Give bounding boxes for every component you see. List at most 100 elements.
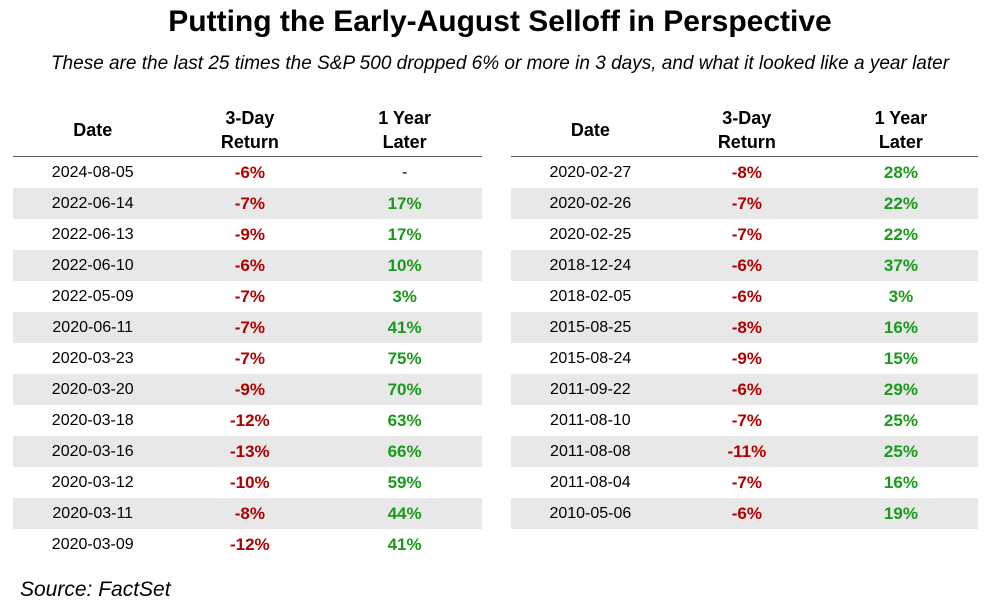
three-day-return-cell: -8%	[731, 317, 762, 337]
table-row: 2018-12-24 -6% 37%	[511, 250, 978, 281]
table-row: 2022-06-13 -9% 17%	[13, 219, 482, 250]
table-row: 2020-03-16 -13% 66%	[13, 436, 482, 467]
one-year-later-cell: 28%	[883, 162, 918, 182]
header-date: Date	[570, 120, 610, 140]
one-year-later-cell: 10%	[387, 255, 422, 275]
table-header: Date 3-Day Return 1 Year Later	[511, 104, 978, 157]
date-cell: 2020-06-11	[52, 318, 134, 336]
date-cell: 2020-03-09	[51, 535, 134, 553]
one-year-later-cell: 63%	[387, 410, 422, 430]
one-year-later-cell: 3%	[392, 286, 417, 306]
three-day-return-cell: -13%	[229, 441, 270, 461]
table-row: 2020-02-27 -8% 28%	[511, 157, 978, 188]
one-year-later-cell: 17%	[387, 224, 422, 244]
one-year-later-cell: 59%	[387, 472, 422, 492]
three-day-return-cell: -9%	[731, 348, 762, 368]
one-year-later-cell: 29%	[883, 379, 918, 399]
three-day-return-cell: -8%	[234, 503, 265, 523]
three-day-return-cell: -6%	[731, 379, 762, 399]
date-cell: 2011-08-10	[550, 411, 631, 429]
chart-subtitle: These are the last 25 times the S&P 500 …	[50, 53, 950, 74]
three-day-return-cell: -11%	[727, 441, 767, 461]
header-date: Date	[73, 120, 113, 140]
table-row: 2022-05-09 -7% 3%	[13, 281, 482, 312]
date-cell: 2011-09-22	[550, 380, 631, 398]
header-3-day-return: 3-Day Return	[717, 108, 776, 152]
three-day-return-cell: -7%	[234, 317, 265, 337]
three-day-return-cell: -7%	[731, 410, 762, 430]
one-year-later-cell: 70%	[387, 379, 422, 399]
table-row: 2020-03-20 -9% 70%	[13, 374, 482, 405]
date-cell: 2020-03-11	[52, 504, 134, 522]
date-cell: 2022-06-10	[51, 256, 134, 274]
three-day-return-cell: -7%	[234, 193, 265, 213]
date-cell: 2020-03-20	[51, 380, 134, 398]
one-year-later-cell: 19%	[883, 503, 918, 523]
one-year-later-cell: 25%	[883, 441, 918, 461]
one-year-later-cell: 41%	[387, 317, 422, 337]
three-day-return-cell: -6%	[731, 255, 762, 275]
date-cell: 2020-02-25	[549, 225, 632, 243]
table-row: 2020-03-11 -8% 44%	[13, 498, 482, 529]
one-year-later-cell: 75%	[387, 348, 422, 368]
table-row: 2022-06-10 -6% 10%	[13, 250, 482, 281]
date-cell: 2018-12-24	[549, 256, 632, 274]
three-day-return-cell: -7%	[731, 224, 762, 244]
table-row: 2010-05-06 -6% 19%	[511, 498, 978, 529]
three-day-return-cell: -6%	[731, 286, 762, 306]
one-year-later-cell: 15%	[883, 348, 918, 368]
date-cell: 2020-03-18	[51, 411, 134, 429]
three-day-return-cell: -9%	[234, 379, 265, 399]
three-day-return-cell: -6%	[234, 162, 265, 182]
one-year-later-cell: 44%	[387, 503, 422, 523]
table-row: 2024-08-05 -6% -	[13, 157, 482, 188]
table-right: Date 3-Day Return 1 Year Later 2020-02-27 -8% 2…	[511, 104, 978, 529]
table-row: 2020-03-18 -12% 63%	[13, 405, 482, 436]
date-cell: 2022-06-14	[51, 194, 134, 212]
chart-title: Putting the Early-August Selloff in Pers…	[168, 5, 832, 38]
one-year-later-cell: 16%	[883, 472, 918, 492]
three-day-return-cell: -7%	[234, 286, 265, 306]
table-row: 2011-08-10 -7% 25%	[511, 405, 978, 436]
one-year-later-cell: 41%	[387, 534, 422, 554]
date-cell: 2022-05-09	[51, 287, 134, 305]
date-cell: 2022-06-13	[51, 225, 134, 243]
three-day-return-cell: -6%	[731, 503, 762, 523]
date-cell: 2020-03-12	[51, 473, 134, 491]
header-3-day-return: 3-Day Return	[220, 108, 279, 152]
source-note: Source: FactSet	[20, 578, 171, 601]
date-cell: 2020-02-26	[549, 194, 632, 212]
date-cell: 2011-08-04	[550, 473, 631, 491]
table-row: 2020-02-26 -7% 22%	[511, 188, 978, 219]
table-row: 2022-06-14 -7% 17%	[13, 188, 482, 219]
table-row: 2020-03-23 -7% 75%	[13, 343, 482, 374]
date-cell: 2010-05-06	[549, 504, 632, 522]
three-day-return-cell: -8%	[731, 162, 762, 182]
three-day-return-cell: -10%	[229, 472, 270, 492]
date-cell: 2024-08-05	[51, 163, 134, 181]
one-year-later-cell: 25%	[883, 410, 918, 430]
header-1-year-later: 1 Year Later	[874, 108, 928, 152]
table-row: 2020-03-09 -12% 41%	[13, 529, 482, 560]
date-cell: 2015-08-25	[549, 318, 632, 336]
date-cell: 2015-08-24	[549, 349, 632, 367]
table-row: 2020-02-25 -7% 22%	[511, 219, 978, 250]
date-cell: 2018-02-05	[549, 287, 632, 305]
one-year-later-cell: 16%	[883, 317, 918, 337]
one-year-later-cell: -	[401, 163, 408, 181]
table-row: 2015-08-24 -9% 15%	[511, 343, 978, 374]
table-left: Date 3-Day Return 1 Year Later 2024-08-05 -6% -…	[13, 104, 482, 560]
table-row: 2011-08-08 -11% 25%	[511, 436, 978, 467]
date-cell: 2020-02-27	[549, 163, 632, 181]
three-day-return-cell: -6%	[234, 255, 265, 275]
date-cell: 2011-08-08	[550, 442, 631, 460]
one-year-later-cell: 22%	[883, 224, 918, 244]
one-year-later-cell: 37%	[883, 255, 918, 275]
one-year-later-cell: 17%	[387, 193, 422, 213]
three-day-return-cell: -7%	[731, 193, 762, 213]
table-row: 2018-02-05 -6% 3%	[511, 281, 978, 312]
table-row: 2020-06-11 -7% 41%	[13, 312, 482, 343]
table-row: 2011-08-04 -7% 16%	[511, 467, 978, 498]
three-day-return-cell: -7%	[234, 348, 265, 368]
date-cell: 2020-03-16	[51, 442, 134, 460]
